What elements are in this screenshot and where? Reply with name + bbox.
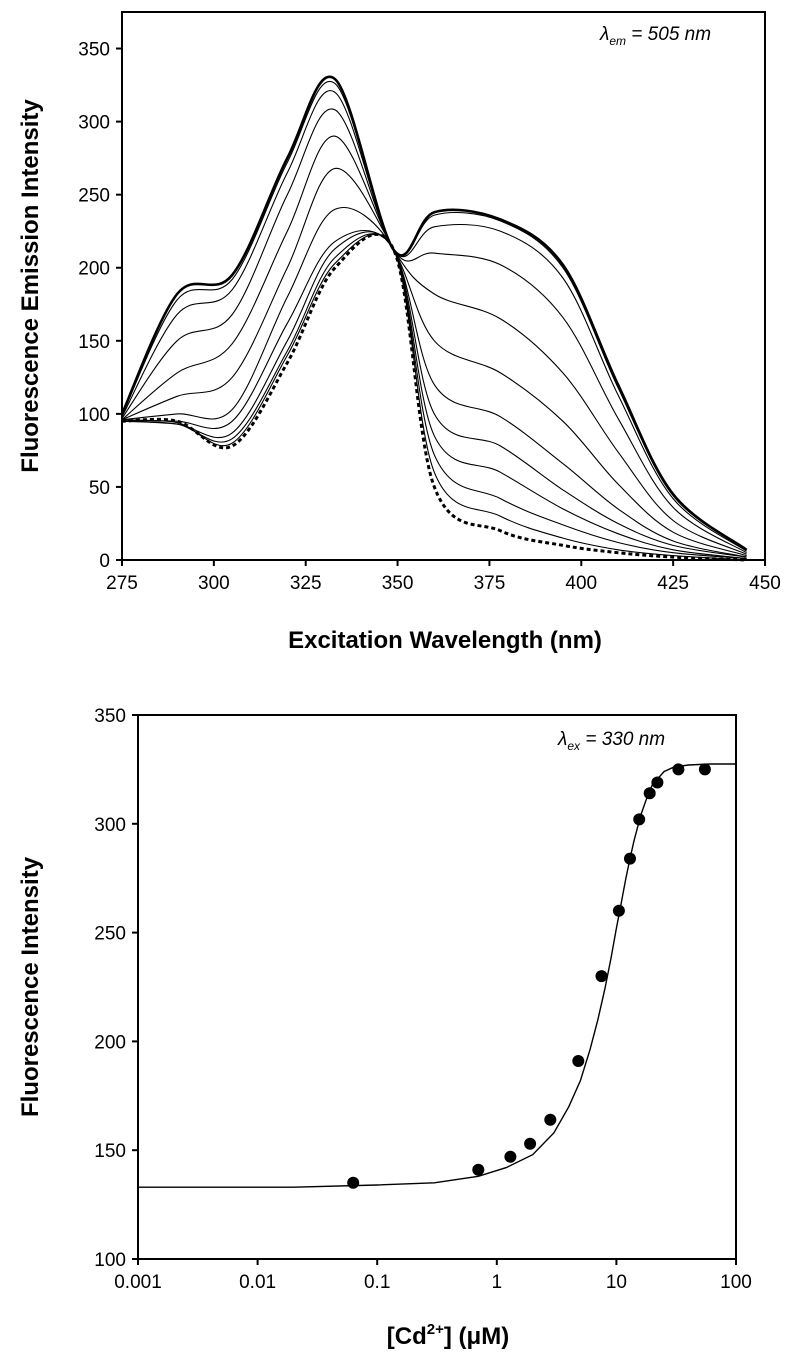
spectrum-line [121,90,747,552]
data-point [643,787,656,800]
data-point [347,1176,360,1189]
x-tick-label: 350 [382,573,414,594]
data-point [544,1113,557,1126]
data-point [698,763,711,776]
y-tick-label: 150 [94,1141,126,1162]
x-axis-title: [Cd2+] (μM) [387,1321,509,1350]
x-axis-title-post: ] (μM) [444,1323,509,1350]
spectrum-line [121,233,747,560]
x-tick-label: 325 [290,573,322,594]
x-tick-label: 275 [106,573,138,594]
y-tick-label: 50 [89,478,110,499]
spectrum-line [121,231,747,560]
spectrum-line [121,207,747,558]
data-point [612,904,625,917]
data-point [624,852,636,865]
spectrum-line [121,230,747,558]
spectrum-line [121,108,747,554]
data-point [472,1163,485,1176]
y-tick-label: 350 [94,706,126,727]
y-tick-label: 350 [78,40,110,61]
annotation-symbol: λ [599,24,609,45]
x-axis-title-superscript: 2+ [427,1321,444,1338]
x-tick-label: 400 [565,573,597,594]
x-tick-label: 375 [474,573,506,594]
excitation-spectra-chart: 275 300 325 350 375 400 425 450 0 50 100 150 200 250 3… [17,11,781,654]
x-tick-label: 0.1 [364,1272,390,1293]
annotation-symbol: λ [557,729,567,750]
spectrum-line [121,80,747,551]
data-point [504,1150,517,1163]
data-point [572,1055,585,1067]
x-tick-label: 1 [492,1272,503,1293]
x-tick-label: 0.001 [114,1272,162,1293]
y-tick-label: 250 [94,924,126,945]
data-point [595,970,608,983]
annotation-value: = 330 nm [580,729,665,750]
x-tick-label: 425 [657,573,689,594]
data-point [633,813,646,826]
emission-wavelength-annotation: λem = 505 nm [599,24,711,48]
y-tick-label: 250 [78,186,110,207]
spectrum-line [120,75,748,551]
spectrum-line [121,167,747,557]
data-point [524,1137,537,1150]
y-tick-label: 100 [94,1250,126,1271]
x-tick-label: 10 [606,1272,627,1293]
x-axis-title-pre: [Cd [387,1323,427,1350]
y-axis-title: Fluorescence Intensity [17,856,44,1117]
spectrum-line [121,233,747,561]
annotation-subscript: em [609,34,626,48]
spectrum-line [121,135,747,555]
y-tick-label: 0 [99,551,110,572]
x-tick-label: 450 [749,573,781,594]
data-point [651,776,664,789]
y-tick-label: 100 [78,405,110,426]
data-point [672,763,685,776]
annotation-value: = 505 nm [626,24,711,45]
y-tick-label: 200 [94,1032,126,1053]
y-tick-label: 200 [78,259,110,280]
plot-frame [137,714,737,1260]
y-tick-label: 300 [78,113,110,134]
x-tick-label: 100 [720,1272,752,1293]
x-tick-label: 300 [198,573,230,594]
plot-frame [121,11,766,561]
excitation-wavelength-annotation: λex = 330 nm [557,729,665,753]
annotation-subscript: ex [567,739,581,753]
x-tick-label: 0.01 [239,1272,276,1293]
y-tick-label: 150 [78,332,110,353]
spectrum-line [121,233,747,562]
x-axis-title: Excitation Wavelength (nm) [288,627,602,654]
y-tick-label: 300 [94,815,126,836]
fit-curve [138,763,736,1188]
y-axis-title: Fluorescence Emission Intensity [17,99,44,473]
titration-curve-chart: 0.001 0.01 0.1 1 10 100 100 150 200 250 300 350 [Cd2… [17,706,752,1350]
